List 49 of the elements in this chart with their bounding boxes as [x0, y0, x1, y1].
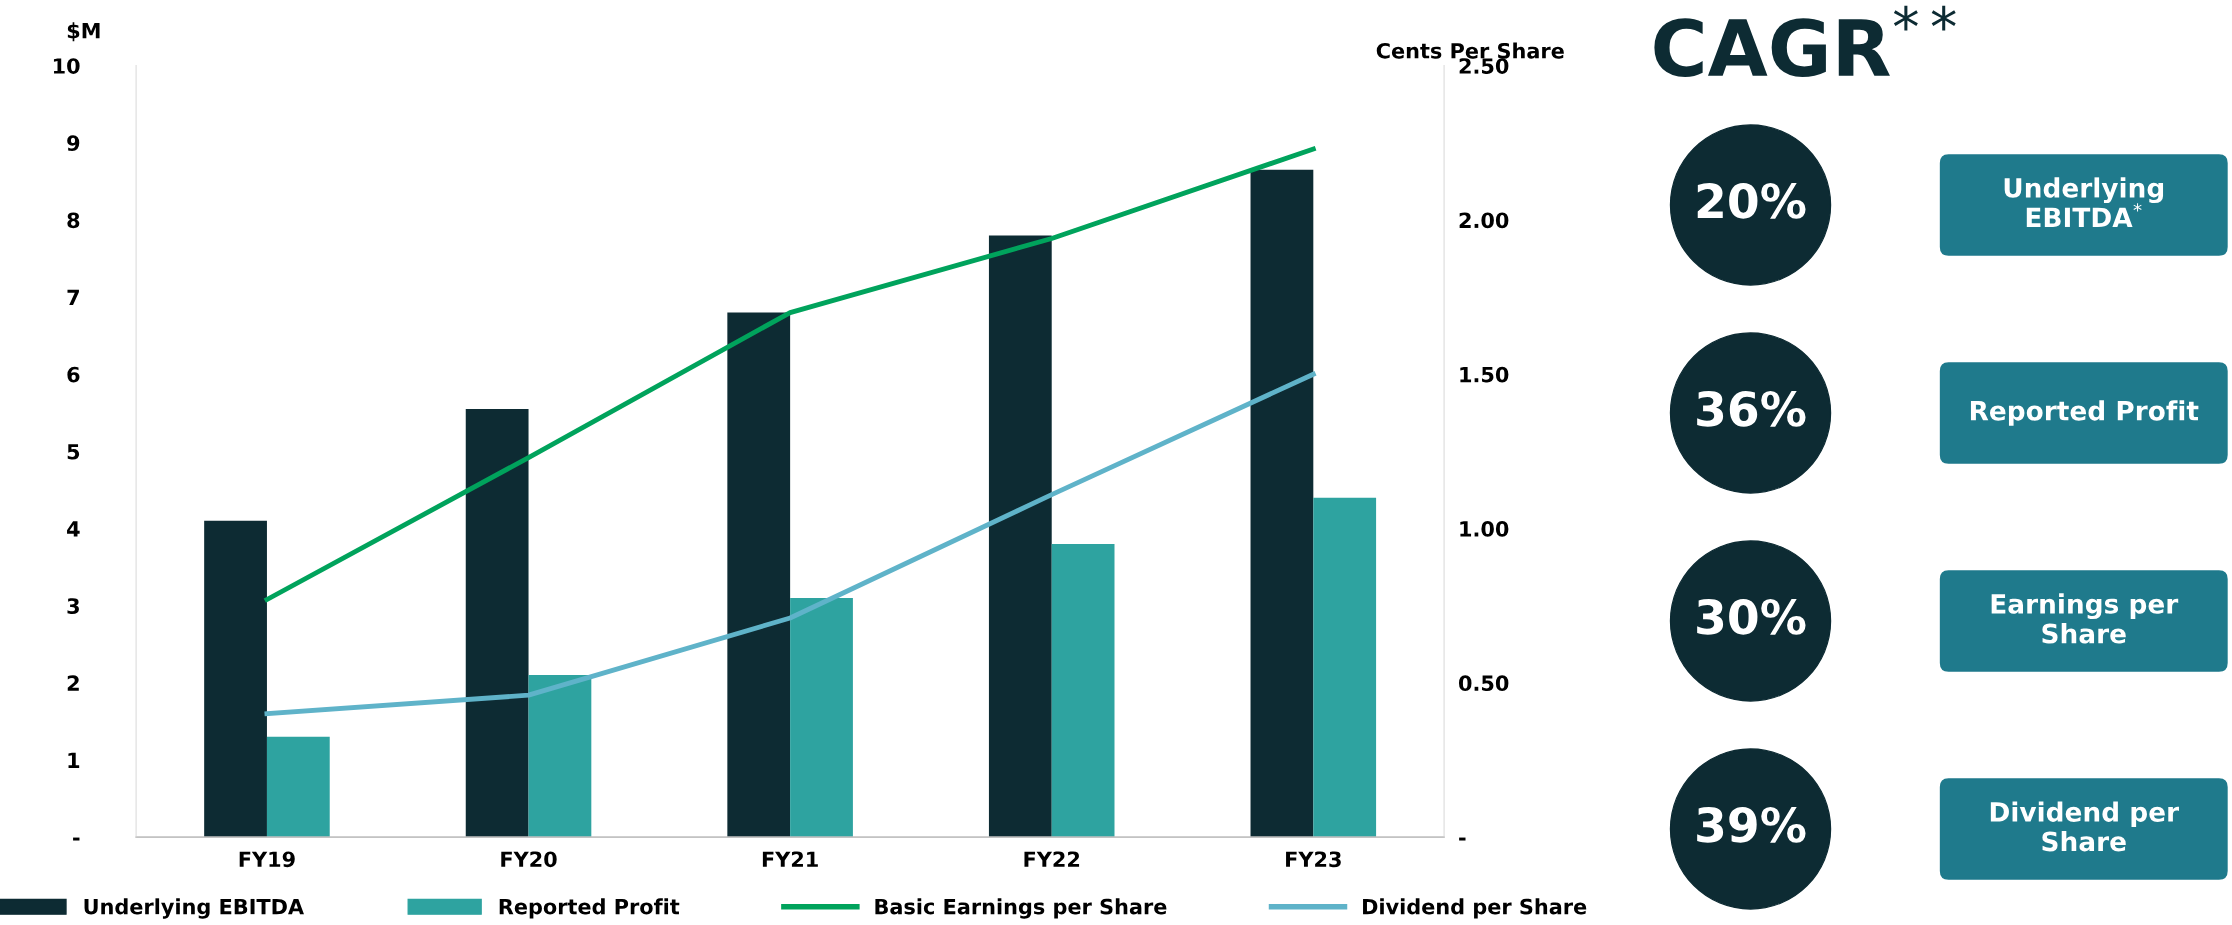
- bar: [727, 312, 791, 838]
- bar: [1051, 543, 1115, 838]
- bar: [204, 520, 267, 838]
- x-tick-label: FY21: [762, 851, 818, 867]
- text: 39%: [1697, 806, 1806, 843]
- y2-axis-title: Cents Per Share: [1376, 42, 1564, 59]
- bar: [988, 235, 1052, 838]
- line-series: [264, 371, 1316, 717]
- bar: [1250, 169, 1314, 838]
- x-tick-label: FY22: [1024, 851, 1080, 867]
- legend-label: Reported Profit: [499, 898, 680, 919]
- text: 20%: [1697, 182, 1806, 219]
- bar: [790, 597, 853, 838]
- y-tick-label: 3: [67, 598, 79, 614]
- y2-tick-label: -: [1459, 837, 1466, 841]
- y-tick-label: 8: [67, 212, 80, 229]
- text: 36%: [1697, 390, 1806, 427]
- y-tick-label: 5: [67, 444, 80, 460]
- y2-tick-label: 2.00: [1459, 212, 1509, 229]
- x-tick-label: FY20: [501, 851, 557, 868]
- bar: [1313, 497, 1377, 838]
- x-tick-label: FY23: [1286, 851, 1341, 868]
- y-tick-label: 1: [68, 752, 80, 768]
- y-tick-label: -: [73, 837, 80, 841]
- bar: [528, 675, 592, 838]
- legend-label: Underlying EBITDA: [84, 898, 304, 919]
- line-series: [264, 146, 1316, 602]
- category-label: Underlying EBITDA$^{*}$: [2004, 177, 2164, 227]
- y2-tick-label: 2.50: [1459, 58, 1509, 74]
- y-tick-label: 6: [67, 366, 80, 383]
- bar: [266, 736, 330, 838]
- text: CAGR$^{**}$: [1654, 5, 1956, 77]
- text: 30%: [1697, 598, 1806, 635]
- y-tick-label: 4: [67, 521, 80, 537]
- x-tick-label: FY19: [239, 851, 295, 868]
- y-tick-label: 7: [67, 289, 79, 306]
- y-tick-label: 2: [67, 675, 79, 691]
- category-label: Earnings per Share: [1991, 593, 2179, 644]
- y2-tick-label: 0.50: [1458, 675, 1509, 692]
- y2-tick-label: 1.50: [1460, 366, 1509, 383]
- legend-label: Basic Earnings per Share: [875, 898, 1167, 919]
- y2-tick-label: 1.00: [1460, 521, 1509, 537]
- category-label: Dividend per Share: [1990, 801, 2180, 852]
- category-label: Reported Profit: [1970, 400, 2199, 426]
- legend-label: Dividend per Share: [1363, 898, 1587, 919]
- y-tick-label: 10: [53, 58, 80, 74]
- y-axis-title: $M: [67, 22, 100, 42]
- y-tick-label: 9: [67, 135, 80, 152]
- bar: [465, 408, 529, 838]
